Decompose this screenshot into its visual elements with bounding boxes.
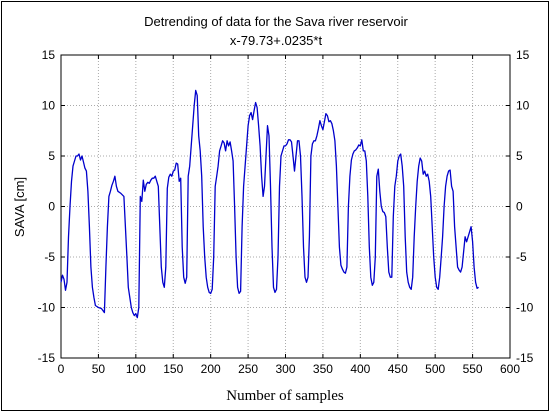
y-tick-label-left: -5 <box>44 250 55 264</box>
grid <box>61 55 510 358</box>
y-tick-label-right: -10 <box>516 301 534 315</box>
y-tick-label-right: 0 <box>516 200 523 214</box>
x-tick-label: 0 <box>58 362 65 376</box>
y-tick-label-left: 5 <box>48 149 55 163</box>
x-axis-label: Number of samples <box>226 388 344 404</box>
y-tick-label-right: 15 <box>516 48 530 62</box>
y-tick-label-right: 5 <box>516 149 523 163</box>
x-tick-label: 350 <box>313 362 333 376</box>
series-layer <box>60 89 479 319</box>
y-tick-label-right: -15 <box>516 351 534 365</box>
x-tick-label: 250 <box>238 362 258 376</box>
x-tick-label: 300 <box>275 362 295 376</box>
y-tick-label-right: 10 <box>516 99 530 113</box>
y-tick-label-left: 10 <box>42 99 56 113</box>
x-tick-label: 600 <box>500 362 520 376</box>
y-tick-label-right: -5 <box>516 250 527 264</box>
x-tick-label: 200 <box>201 362 221 376</box>
chart-title: Detrending of data for the Sava river re… <box>144 14 408 29</box>
x-tick-label: 450 <box>388 362 408 376</box>
x-tick-label: 500 <box>425 362 445 376</box>
chart-subtitle: x-79.73+.0235*t <box>230 33 323 48</box>
y-axis-label: SAVA [cm] <box>12 177 27 237</box>
x-tick-label: 550 <box>463 362 483 376</box>
y-tick-label-left: -10 <box>38 301 56 315</box>
series-line <box>60 89 479 319</box>
x-tick-label: 400 <box>350 362 370 376</box>
x-tick-label: 50 <box>92 362 106 376</box>
x-tick-label: 150 <box>163 362 183 376</box>
y-tick-label-left: 0 <box>48 200 55 214</box>
y-tick-label-left: -15 <box>38 351 56 365</box>
x-tick-label: 100 <box>126 362 146 376</box>
y-tick-label-left: 15 <box>42 48 56 62</box>
